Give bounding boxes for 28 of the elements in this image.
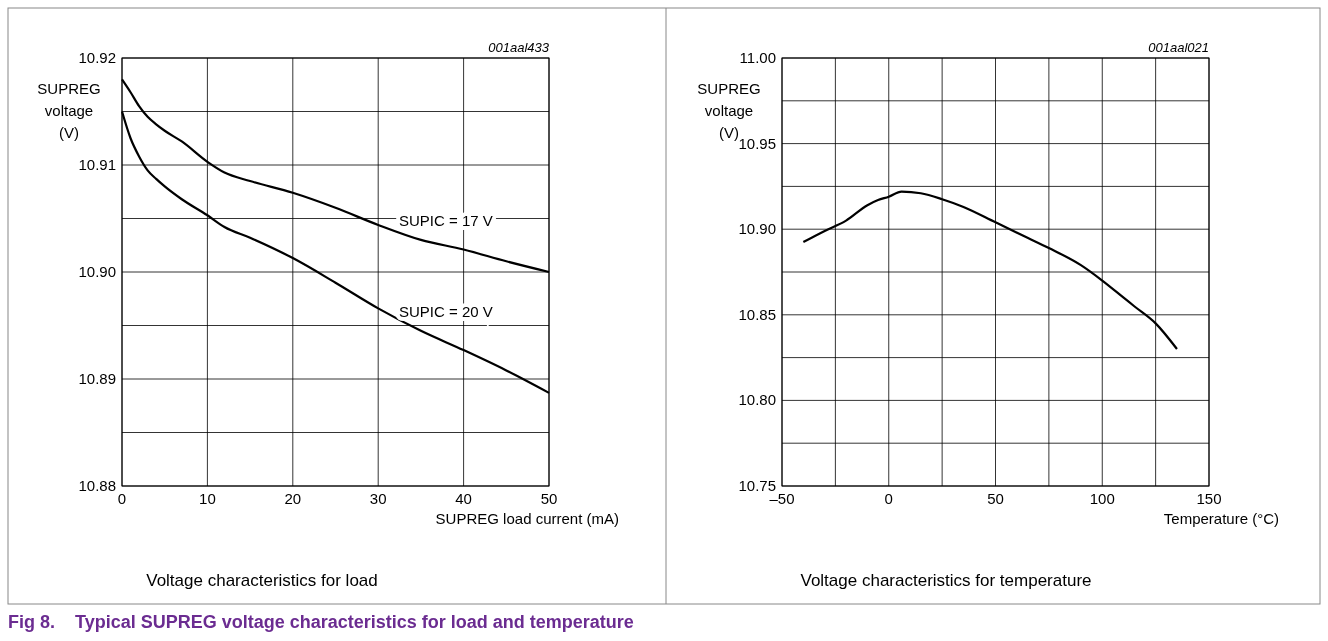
- y-axis-title: SUPREG voltage (V): [37, 80, 101, 141]
- x-tick-label: 0: [117, 490, 127, 507]
- x-axis-title: Temperature (°C): [1163, 510, 1279, 527]
- text: 001aal433: [488, 40, 550, 55]
- text: Voltage characteristics for temperature: [800, 571, 1092, 590]
- x-tick-label: 0: [884, 490, 893, 507]
- x-tick-label: 50: [987, 490, 1004, 507]
- y-tick-label: 10.90: [78, 263, 116, 280]
- x-tick-label: 10: [199, 490, 216, 507]
- y-tick-label: 10.85: [738, 305, 776, 323]
- y-tick-label: 10.95: [738, 134, 776, 152]
- x-tick-label: 40: [455, 490, 472, 507]
- x-tick-label: 50: [540, 490, 558, 507]
- text: 001aal021: [1148, 40, 1209, 55]
- y-tick-label: 10.80: [738, 391, 776, 409]
- y-tick-label: 10.92: [78, 49, 116, 66]
- text: Fig 8. Typical SUPREG voltage characteristics for load and temperature: [8, 612, 634, 632]
- x-tick-label: 30: [369, 490, 387, 507]
- x-tick-label: 150: [1196, 490, 1222, 507]
- y-tick-label: 10.91: [78, 156, 116, 173]
- x-tick-label: 20: [284, 490, 302, 507]
- y-tick-label: 11.00: [739, 49, 776, 66]
- text: Voltage characteristics for load: [146, 571, 378, 590]
- x-tick-label: 100: [1089, 490, 1115, 507]
- y-tick-label: 10.89: [78, 370, 116, 387]
- x-axis-title: SUPREG load current (mA): [435, 510, 619, 527]
- y-tick-label: 10.90: [738, 220, 776, 238]
- y-tick-label: 10.88: [78, 477, 116, 494]
